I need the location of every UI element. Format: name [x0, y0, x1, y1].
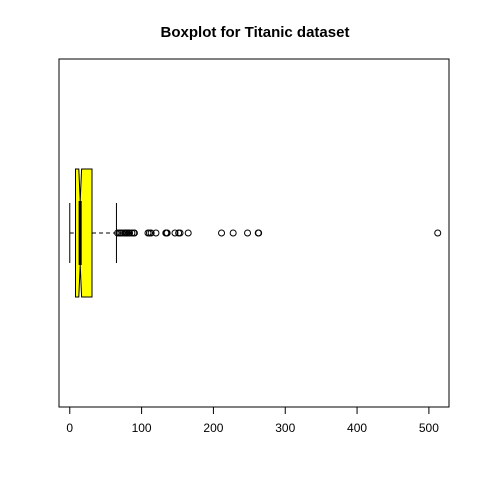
outlier-point-21 [171, 229, 179, 237]
x-tick-label-100: 100 [132, 421, 152, 435]
outlier-points [114, 229, 442, 237]
x-tick-label-500: 500 [419, 421, 439, 435]
x-tick-label-300: 300 [275, 421, 295, 435]
outlier-point-24 [184, 229, 192, 237]
x-tick-label-400: 400 [347, 421, 367, 435]
outlier-point-26 [229, 229, 237, 237]
outlier-point-13 [130, 229, 138, 237]
outlier-point-30 [434, 229, 442, 237]
outlier-point-11 [128, 229, 136, 237]
outlier-point-20 [163, 229, 171, 237]
x-tick-label-0: 0 [66, 421, 73, 435]
notched-box [75, 168, 93, 298]
chart-title: Boxplot for Titanic dataset [161, 24, 350, 41]
outlier-point-16 [147, 229, 155, 237]
outlier-point-10 [126, 229, 134, 237]
outlier-point-0 [114, 229, 122, 237]
outlier-point-17 [152, 229, 160, 237]
outlier-point-27 [244, 229, 252, 237]
outlier-point-25 [218, 229, 226, 237]
x-tick-label-200: 200 [203, 421, 223, 435]
outlier-point-29 [255, 229, 263, 237]
box-element [69, 168, 117, 298]
outlier-point-23 [176, 229, 184, 237]
x-axis: 0 100 200 300 400 500 [66, 406, 439, 435]
